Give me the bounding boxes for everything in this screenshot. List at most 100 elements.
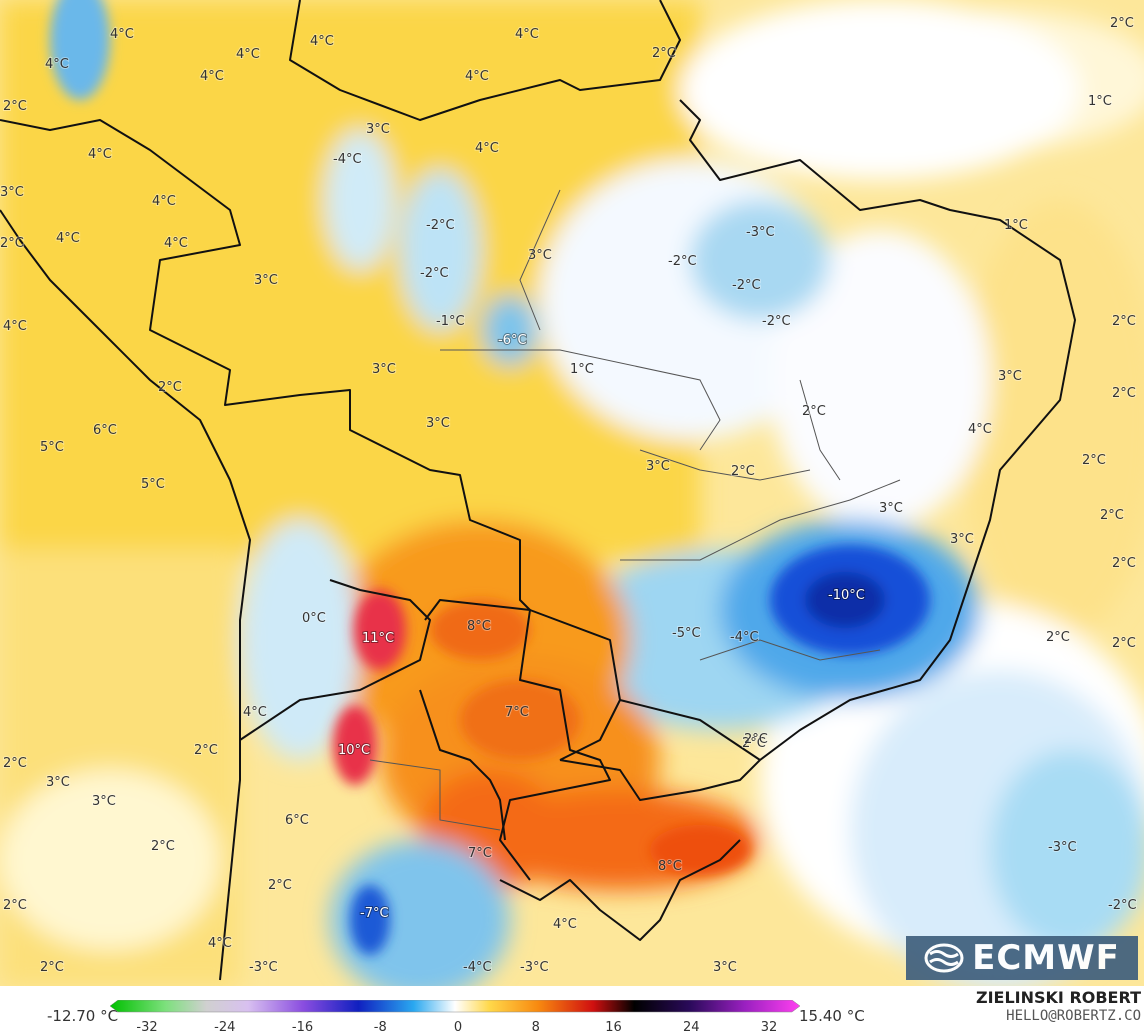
map-label: 4°C [208,936,232,951]
colorbar-tick-label: -16 [292,1020,313,1034]
colorbar: -32 -24 -16 -8 0 8 16 24 32 [110,1000,800,1034]
map-label: 2°C [1112,314,1136,329]
map-label: -10°C [828,588,865,603]
map-label: 8°C [658,859,682,874]
map-label: 2°C [268,878,292,893]
map-label: 1°C [1088,94,1112,109]
map-label: 4°C [553,917,577,932]
map-label: 3°C [646,459,670,474]
map-label: -3°C [520,960,549,975]
legend-max-label: 15.40 °C [799,1007,865,1025]
author-contact: HELLO@ROBERTZ.CO [1006,1008,1141,1024]
map-label: 6°C [285,813,309,828]
map-label: -4°C [333,152,362,167]
map-label: 2°C [731,464,755,479]
map-label: 2°C [1082,453,1106,468]
map-label: -6°C [498,333,527,348]
map-label: 2°C [1046,630,1070,645]
map-label: 2°C [3,99,27,114]
map-label: 4°C [152,194,176,209]
legend-min-label: -12.70 °C [47,1007,119,1025]
map-label: -1°C [436,314,465,329]
colorbar-tick-label: 24 [683,1020,700,1034]
map-label: -2°C [420,266,449,281]
map-label: 3°C [0,185,24,200]
map-label: 3°C [46,775,70,790]
map-label: 2°C [744,732,768,747]
map-label: 4°C [200,69,224,84]
map-label: 4°C [110,27,134,42]
colorbar-tick-label: 0 [454,1020,462,1034]
map-label: 2°C [40,960,64,975]
author-name: ZIELINSKI ROBERT [975,988,1141,1007]
map-label: -2°C [1108,898,1137,913]
map-label: 3°C [950,532,974,547]
map-label: 3°C [998,369,1022,384]
map-label: 4°C [968,422,992,437]
map-label: 2°C [652,46,676,61]
map-label: 3°C [426,416,450,431]
colorbar-tick-label: -32 [136,1020,157,1034]
map-label: -2°C [668,254,697,269]
map-label: -4°C [730,630,759,645]
map-label: 7°C [468,846,492,861]
ecmwf-mark-icon [924,943,964,973]
map-label: -3°C [1048,840,1077,855]
map-label: 2°C [1112,556,1136,571]
map-label: 8°C [467,619,491,634]
map-label: 3°C [366,122,390,137]
colorbar-tick-label: 32 [761,1020,778,1034]
map-label: -3°C [746,225,775,240]
map-label: 2°C [151,839,175,854]
ecmwf-logo: ECMWF [906,936,1138,980]
map-label: -2°C [732,278,761,293]
map-label: 4°C [310,34,334,49]
map-label: 4°C [88,147,112,162]
map-label: -2°C [426,218,455,233]
map-label: -7°C [360,906,389,921]
logo-text: ECMWF [972,938,1120,978]
map-label: 4°C [164,236,188,251]
temperature-labels: 4°C 4°C 4°C 4°C 2°C 1°C 2°C 2°C 4°C 3°C … [0,15,1138,976]
map-label: 4°C [3,319,27,334]
map-label: 2°C [194,743,218,758]
map-label: 2°C [1112,636,1136,651]
map-label: -4°C [463,960,492,975]
country-borders [0,0,1076,981]
map-label: 3°C [713,960,737,975]
map-label: 4°C [236,47,260,62]
map-label: 4°C [243,705,267,720]
map-label: 4°C [465,69,489,84]
map-label: 2°C [802,404,826,419]
map-label: 4°C [515,27,539,42]
map-label: 3°C [879,501,903,516]
map-label: 2°C [3,898,27,913]
map-label: 2°C [158,380,182,395]
anomaly-cores [50,0,930,955]
map-label: 7°C [505,705,529,720]
map-label: 1°C [1004,218,1028,233]
map-label: 4°C [45,57,69,72]
colorbar-gradient [110,1000,800,1013]
map-label: 2°C [1100,508,1124,523]
map-label: 1°C [570,362,594,377]
map-label: 3°C [254,273,278,288]
map-label: 2°C [1110,16,1134,31]
map-label: 4°C [56,231,80,246]
map-label: 0°C [302,611,326,626]
map-label: 5°C [40,440,64,455]
map-label: -2°C [762,314,791,329]
map-label: 4°C [475,141,499,156]
map-label: -3°C [249,960,278,975]
map-label: 3°C [92,794,116,809]
state-borders [369,189,901,831]
map-label: 3°C [372,362,396,377]
map-label: 2°C [742,736,766,751]
colorbar-tick-label: -24 [214,1020,235,1034]
map-label: 2°C [1112,386,1136,401]
map-label: -5°C [672,626,701,641]
map-label: 3°C [528,248,552,263]
colorbar-tick-label: -8 [374,1020,387,1034]
colorbar-tick-label: 16 [605,1020,622,1034]
map-label: 6°C [93,423,117,438]
